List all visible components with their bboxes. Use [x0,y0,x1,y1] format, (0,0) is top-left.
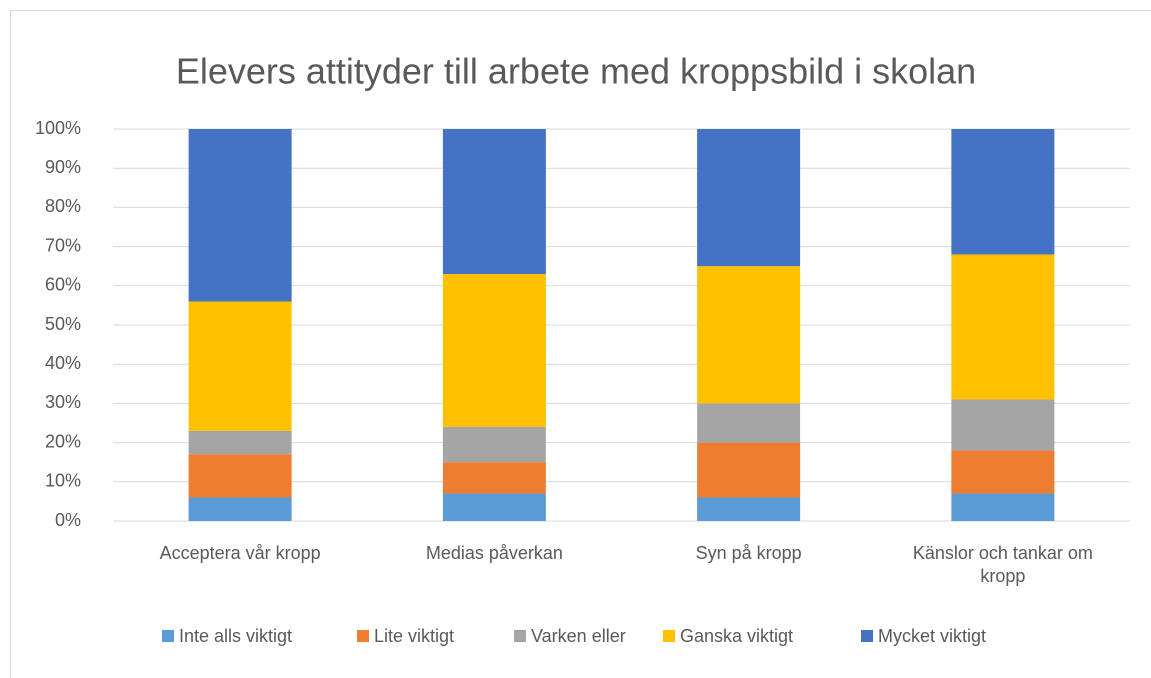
bar-segment [697,403,801,443]
bar-segment [188,430,292,455]
bar-segment [951,254,1055,400]
bar-segment [442,493,546,521]
y-tick-label: 0% [55,510,81,530]
x-tick-label: Syn på kropp [695,543,802,563]
bar-segment [951,129,1055,255]
y-tick-label: 90% [45,157,81,177]
bar-segment [188,129,292,302]
bar-segment [442,462,546,494]
bar-segment [951,493,1055,521]
x-tick-label: Känslor och tankar om kropp [912,543,1093,586]
legend-label: Mycket viktigt [878,626,986,646]
x-tick-label: Acceptera vår kropp [159,543,321,563]
bar-segment [951,399,1055,451]
bar-segment [697,442,801,498]
legend-swatch [514,630,526,642]
bar-segment [188,497,292,521]
bar-segment [442,426,546,463]
y-tick-label: 20% [45,431,81,451]
bar-segment [697,497,801,521]
bar-segment [188,301,292,431]
bar-segment [697,266,801,404]
legend-swatch [861,630,873,642]
bar-segment [697,129,801,267]
y-tick-label: 50% [45,314,81,334]
chart-title: Elevers attityder till arbete med kropps… [176,51,976,92]
y-tick-label: 40% [45,353,81,373]
y-tick-label: 80% [45,196,81,216]
y-tick-label: 30% [45,392,81,412]
legend-swatch [357,630,369,642]
legend-swatch [663,630,675,642]
legend-label: Inte alls viktigt [179,626,292,646]
y-tick-label: 60% [45,275,81,295]
bar-segment [951,450,1055,494]
y-tick-label: 10% [45,471,81,491]
bar-segment [442,129,546,275]
legend-swatch [162,630,174,642]
y-tick-label: 100% [35,118,81,138]
y-tick-label: 70% [45,235,81,255]
bar-segment [188,454,292,498]
bar-segment [442,274,546,427]
legend-label: Lite viktigt [374,626,454,646]
legend-label: Ganska viktigt [680,626,793,646]
x-tick-label: Medias påverkan [425,543,563,563]
legend-label: Varken eller [531,626,626,646]
